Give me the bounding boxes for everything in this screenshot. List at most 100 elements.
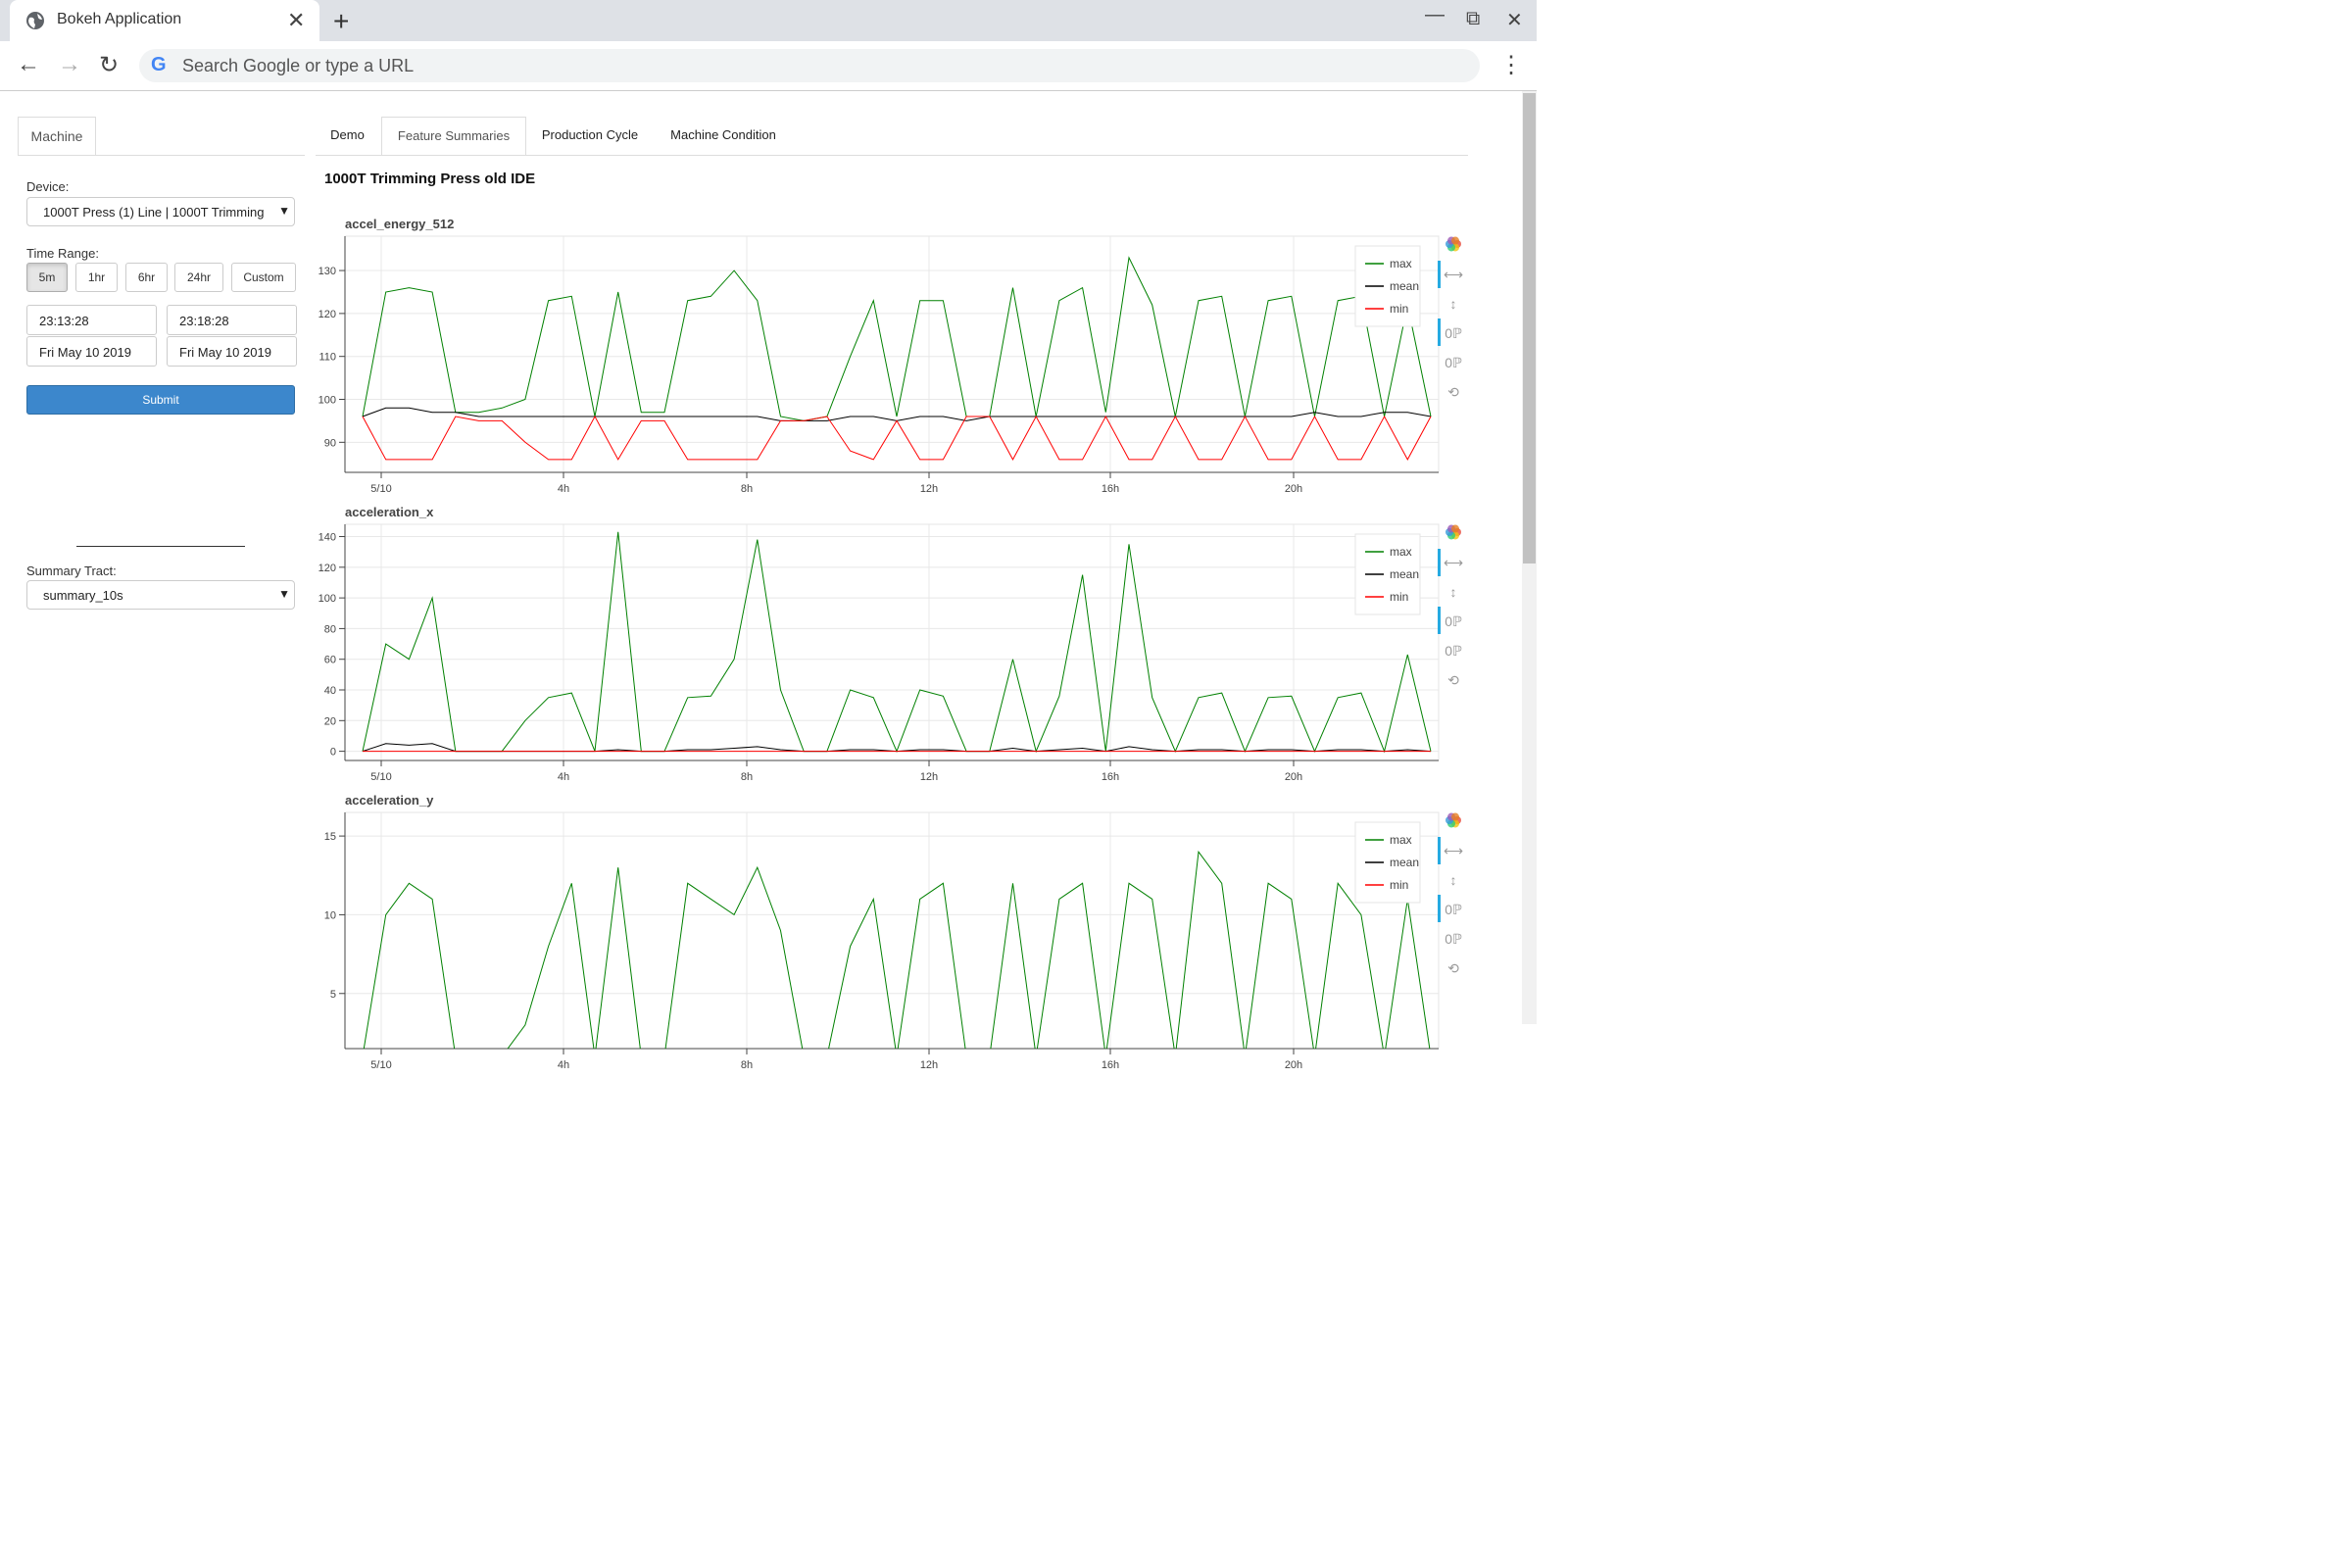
x-tick-label: 12h [920, 771, 938, 783]
time-button-6hr[interactable]: 6hr [125, 263, 168, 292]
tab-machine[interactable]: Machine [18, 117, 96, 155]
submit-button[interactable]: Submit [26, 385, 295, 415]
series-line-max [362, 256, 1432, 421]
bokeh-logo-icon[interactable] [1446, 236, 1461, 252]
ywheel-zoom-icon[interactable]: 0ℙ [1445, 355, 1462, 370]
active-tool-indicator [1438, 837, 1441, 864]
xpan-icon[interactable]: ⟷ [1444, 267, 1463, 282]
back-icon[interactable]: ← [17, 51, 40, 77]
page-title: 1000T Trimming Press old IDE [324, 171, 536, 187]
plot-area[interactable] [344, 523, 1440, 761]
legend: max mean min [1354, 821, 1421, 904]
close-icon[interactable]: ✕ [1506, 10, 1523, 31]
minimize-icon[interactable]: — [1425, 4, 1445, 25]
legend-label-max: max [1390, 545, 1412, 559]
ypan-icon[interactable]: ↕ [1450, 296, 1457, 312]
legend-label-max: max [1390, 257, 1412, 270]
x-tick-label: 4h [558, 483, 569, 495]
forward-icon[interactable]: → [58, 51, 81, 77]
plot-toolbar: ⟷ ↕ 0ℙ 0ℙ ⟲ [1438, 236, 1463, 400]
time-button-24hr[interactable]: 24hr [174, 263, 223, 292]
reset-icon[interactable]: ⟲ [1447, 672, 1459, 688]
main-tabs: Demo Feature Summaries Production Cycle … [316, 117, 1468, 156]
chart-svg: 5/10 4h 8h 12h 16h 20h 90 100 110 120 130 max mean mi… [318, 235, 1463, 495]
time-button-1hr[interactable]: 1hr [75, 263, 118, 292]
end-time-input[interactable]: 23:18:28 [167, 305, 297, 335]
y-tick-label: 120 [318, 309, 336, 320]
series-line-min [362, 415, 1432, 461]
y-tick-label: 140 [318, 532, 336, 544]
new-tab-icon[interactable]: + [333, 6, 350, 36]
reload-icon[interactable]: ↻ [99, 52, 120, 78]
ywheel-zoom-icon[interactable]: 0ℙ [1445, 931, 1462, 947]
end-date-input[interactable]: Fri May 10 2019 [167, 336, 297, 367]
ypan-icon[interactable]: ↕ [1450, 872, 1457, 888]
time-button-5m[interactable]: 5m [26, 263, 68, 292]
ypan-icon[interactable]: ↕ [1450, 584, 1457, 600]
plot-title: acceleration_x [345, 505, 434, 519]
start-time-input[interactable]: 23:13:28 [26, 305, 157, 335]
plot-acceleration_x[interactable]: acceleration_x 5/10 4h 8h 12h 16h 20h 0 20 40 60 80… [316, 499, 1472, 787]
legend-label-mean: mean [1390, 279, 1419, 293]
globe-icon [26, 12, 44, 29]
restore-icon[interactable]: ⧉ [1466, 8, 1481, 29]
ywheel-zoom-icon[interactable]: 0ℙ [1445, 643, 1462, 659]
xpan-icon[interactable]: ⟷ [1444, 555, 1463, 570]
plot-acceleration_y[interactable]: acceleration_y 5/10 4h 8h 12h 16h 20h 5 10 15 max m… [316, 787, 1472, 1075]
browser-chrome: Bokeh Application ✕ + — ⧉ ✕ ← → ↻ G Sear… [0, 0, 1537, 91]
y-tick-label: 90 [324, 437, 336, 449]
scrollbar-thumb[interactable] [1523, 93, 1536, 564]
x-tick-label: 8h [741, 1059, 753, 1071]
summary-tract-select[interactable]: summary_10s ▼ [26, 580, 295, 610]
y-tick-label: 20 [324, 715, 336, 727]
y-tick-label: 110 [318, 352, 336, 364]
x-tick-label: 8h [741, 483, 753, 495]
y-tick-label: 0 [330, 747, 336, 759]
xwheel-zoom-icon[interactable]: 0ℙ [1445, 902, 1462, 917]
plot-toolbar: ⟷ ↕ 0ℙ 0ℙ ⟲ [1438, 524, 1463, 688]
legend-label-mean: mean [1390, 856, 1419, 869]
reset-icon[interactable]: ⟲ [1447, 960, 1459, 976]
x-tick-label: 20h [1285, 1059, 1302, 1071]
xpan-icon[interactable]: ⟷ [1444, 843, 1463, 858]
time-button-custom[interactable]: Custom [231, 263, 296, 292]
y-tick-label: 120 [318, 563, 336, 574]
y-tick-label: 100 [318, 395, 336, 407]
menu-icon[interactable]: ⋮ [1499, 52, 1523, 78]
logo-petal [1451, 524, 1459, 533]
x-tick-label: 20h [1285, 483, 1302, 495]
plot-accel_energy_512[interactable]: accel_energy_512 5/10 4h 8h 12h 16h 20h 90 100 11… [316, 211, 1472, 499]
bokeh-logo-icon[interactable] [1446, 524, 1461, 540]
active-tool-indicator [1438, 549, 1441, 576]
tab-feature-summaries[interactable]: Feature Summaries [381, 117, 526, 155]
x-tick-label: 4h [558, 1059, 569, 1071]
tab-demo[interactable]: Demo [330, 127, 365, 142]
active-tool-indicator [1438, 318, 1441, 346]
omnibox[interactable]: G Search Google or type a URL [139, 49, 1480, 82]
logo-petal [1451, 812, 1459, 821]
device-label: Device: [26, 179, 70, 194]
summary-value: summary_10s [43, 588, 123, 603]
reset-icon[interactable]: ⟲ [1447, 384, 1459, 400]
device-select[interactable]: 1000T Press (1) Line | 1000T Trimming ▼ [26, 197, 295, 226]
bokeh-logo-icon[interactable] [1446, 812, 1461, 828]
xwheel-zoom-icon[interactable]: 0ℙ [1445, 613, 1462, 629]
plot-area[interactable] [344, 811, 1440, 1050]
dropdown-arrow-icon: ▼ [278, 204, 290, 218]
time-range-label: Time Range: [26, 246, 99, 261]
legend-label-min: min [1390, 590, 1408, 604]
legend-label-min: min [1390, 878, 1408, 892]
tab-production-cycle[interactable]: Production Cycle [541, 127, 639, 142]
y-tick-label: 80 [324, 623, 336, 635]
plot-area[interactable] [344, 235, 1440, 473]
x-tick-label: 12h [920, 1059, 938, 1071]
browser-toolbar: ← → ↻ G Search Google or type a URL ⋮ [0, 41, 1537, 91]
tab-machine-condition[interactable]: Machine Condition [670, 127, 776, 142]
page-scrollbar[interactable] [1522, 91, 1537, 1024]
tab-close-icon[interactable]: ✕ [287, 8, 306, 32]
x-tick-label: 16h [1102, 771, 1119, 783]
start-date-input[interactable]: Fri May 10 2019 [26, 336, 157, 367]
browser-tab[interactable]: Bokeh Application ✕ [10, 0, 319, 41]
xwheel-zoom-icon[interactable]: 0ℙ [1445, 325, 1462, 341]
left-tabs: Machine [18, 117, 305, 156]
